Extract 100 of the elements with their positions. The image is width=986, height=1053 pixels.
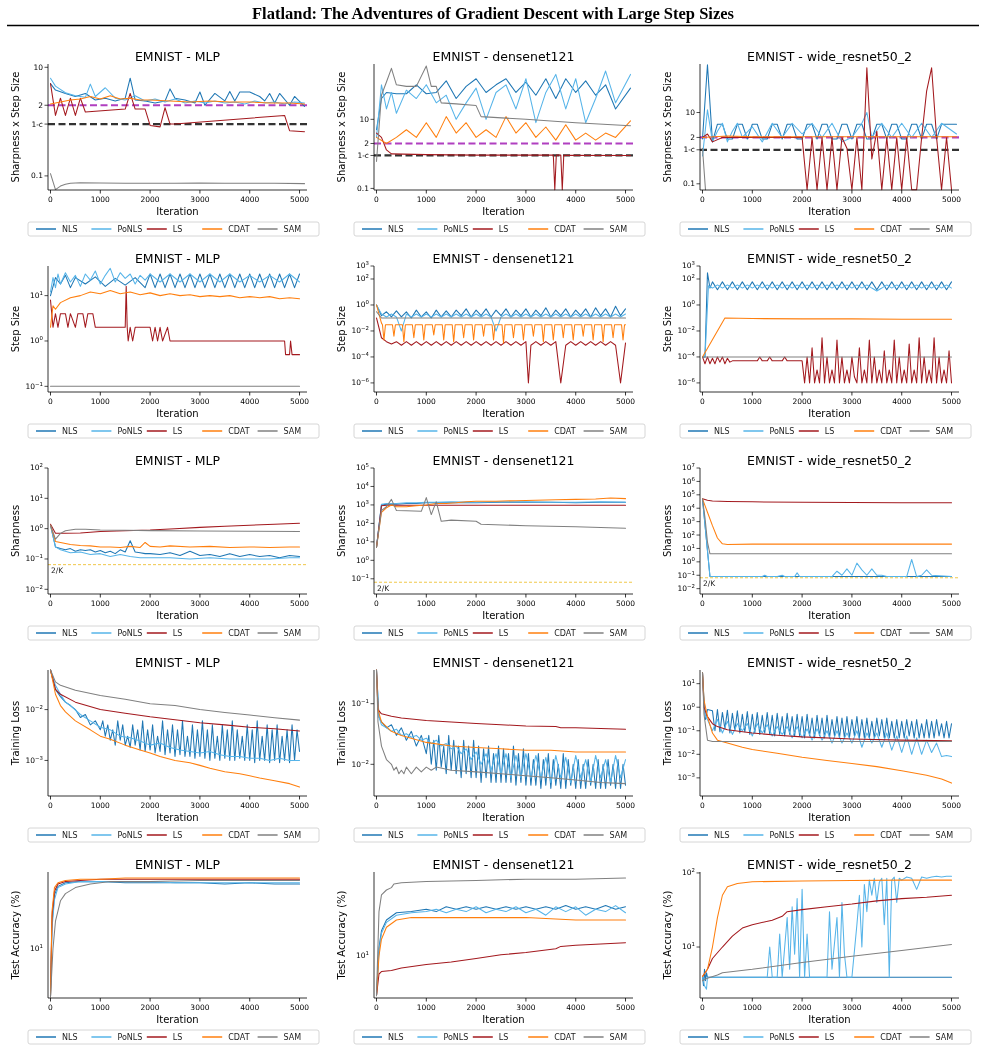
legend-label: LS xyxy=(172,426,183,436)
legend-label: LS xyxy=(172,830,183,840)
x-axis-title: Iteration xyxy=(808,206,851,217)
x-axis-title: Iteration xyxy=(156,1014,199,1025)
legend-label: NLS xyxy=(388,224,404,234)
legend-label: NLS xyxy=(714,830,730,840)
y-axis-title: Step Size xyxy=(336,305,347,353)
legend-label: CDAT xyxy=(880,426,902,436)
y-axis-title: Training Loss xyxy=(336,700,347,767)
chart-title: EMNIST - densenet121 xyxy=(432,48,575,64)
legend-label: CDAT xyxy=(554,628,576,638)
legend-label: PoNLS xyxy=(769,628,795,638)
legend-label: NLS xyxy=(388,1032,404,1042)
y-axis-title: Sharpness x Step Size xyxy=(336,71,347,183)
y-axis-title: Training Loss xyxy=(662,700,673,767)
legend-label: PoNLS xyxy=(443,224,469,234)
x-axis-title: Iteration xyxy=(808,610,851,621)
legend-label: SAM xyxy=(935,426,954,436)
y-axis-title: Test Accuracy (%) xyxy=(662,890,673,981)
chart-title: EMNIST - MLP xyxy=(134,250,221,266)
legend-label: CDAT xyxy=(228,224,250,234)
y-axis-title: Sharpness xyxy=(10,504,21,558)
legend-label: SAM xyxy=(609,224,628,234)
legend-label: NLS xyxy=(62,1032,78,1042)
x-axis-title: Iteration xyxy=(808,1014,851,1025)
legend-label: LS xyxy=(824,224,835,234)
legend-label: CDAT xyxy=(554,830,576,840)
legend-label: LS xyxy=(498,830,509,840)
legend-label: SAM xyxy=(609,426,628,436)
legend-label: CDAT xyxy=(228,1032,250,1042)
legend-label: LS xyxy=(172,224,183,234)
legend-label: CDAT xyxy=(880,1032,902,1042)
legend-label: LS xyxy=(824,830,835,840)
legend-label: NLS xyxy=(714,426,730,436)
legend-label: CDAT xyxy=(554,224,576,234)
legend-label: PoNLS xyxy=(443,426,469,436)
chart-title: EMNIST - MLP xyxy=(134,48,221,64)
legend-label: PoNLS xyxy=(443,830,469,840)
y-axis-title: Sharpness x Step Size xyxy=(662,71,673,183)
chart-title: EMNIST - wide_resnet50_2 xyxy=(746,856,913,872)
legend-label: CDAT xyxy=(554,426,576,436)
legend-label: NLS xyxy=(388,830,404,840)
legend-label: NLS xyxy=(62,426,78,436)
legend-label: PoNLS xyxy=(117,628,143,638)
x-axis-title: Iteration xyxy=(482,1014,525,1025)
legend-label: LS xyxy=(498,224,509,234)
legend-label: PoNLS xyxy=(769,1032,795,1042)
legend-label: SAM xyxy=(283,1032,302,1042)
chart-title: EMNIST - densenet121 xyxy=(432,654,575,670)
chart-title: EMNIST - wide_resnet50_2 xyxy=(746,654,913,670)
legend-label: PoNLS xyxy=(769,830,795,840)
legend-label: CDAT xyxy=(880,830,902,840)
y-axis-title: Test Accuracy (%) xyxy=(336,890,347,981)
legend-label: SAM xyxy=(935,830,954,840)
legend-label: LS xyxy=(498,426,509,436)
y-axis-title: Sharpness xyxy=(336,504,347,558)
x-axis-title: Iteration xyxy=(808,812,851,823)
legend-label: SAM xyxy=(283,426,302,436)
legend-label: NLS xyxy=(388,628,404,638)
x-axis-title: Iteration xyxy=(156,206,199,217)
x-axis-title: Iteration xyxy=(482,408,525,419)
legend-label: NLS xyxy=(62,628,78,638)
chart-title: EMNIST - MLP xyxy=(134,654,221,670)
legend-label: NLS xyxy=(714,628,730,638)
legend-label: PoNLS xyxy=(443,628,469,638)
legend-label: CDAT xyxy=(228,830,250,840)
y-axis-title: Sharpness xyxy=(662,504,673,558)
legend-label: LS xyxy=(498,1032,509,1042)
legend-label: PoNLS xyxy=(769,426,795,436)
x-axis-title: Iteration xyxy=(482,812,525,823)
legend-label: SAM xyxy=(935,224,954,234)
y-axis-title: Training Loss xyxy=(10,700,21,767)
chart-title: EMNIST - MLP xyxy=(134,856,221,872)
x-axis-title: Iteration xyxy=(156,812,199,823)
chart-title: EMNIST - densenet121 xyxy=(432,250,575,266)
text: Flatland: The Adventures of Gradient Descent with Large Step Sizes xyxy=(251,4,735,23)
legend-label: LS xyxy=(824,1032,835,1042)
legend-label: NLS xyxy=(62,224,78,234)
legend-label: CDAT xyxy=(880,224,902,234)
legend-label: CDAT xyxy=(554,1032,576,1042)
legend-label: LS xyxy=(824,426,835,436)
legend-label: NLS xyxy=(714,224,730,234)
legend-label: PoNLS xyxy=(769,224,795,234)
legend-label: PoNLS xyxy=(117,830,143,840)
x-axis-title: Iteration xyxy=(156,408,199,419)
legend-label: SAM xyxy=(935,1032,954,1042)
legend-label: CDAT xyxy=(228,628,250,638)
chart-title: EMNIST - MLP xyxy=(134,452,221,468)
legend-label: PoNLS xyxy=(117,224,143,234)
x-axis-title: Iteration xyxy=(482,206,525,217)
chart-title: EMNIST - wide_resnet50_2 xyxy=(746,452,913,468)
legend-label: LS xyxy=(172,1032,183,1042)
legend-label: LS xyxy=(824,628,835,638)
legend-label: CDAT xyxy=(880,628,902,638)
legend-label: NLS xyxy=(62,830,78,840)
x-axis-title: Iteration xyxy=(808,408,851,419)
legend-label: SAM xyxy=(609,830,628,840)
x-axis-title: Iteration xyxy=(156,610,199,621)
y-axis-title: Sharpness x Step Size xyxy=(10,71,21,183)
chart-title: EMNIST - densenet121 xyxy=(432,452,575,468)
